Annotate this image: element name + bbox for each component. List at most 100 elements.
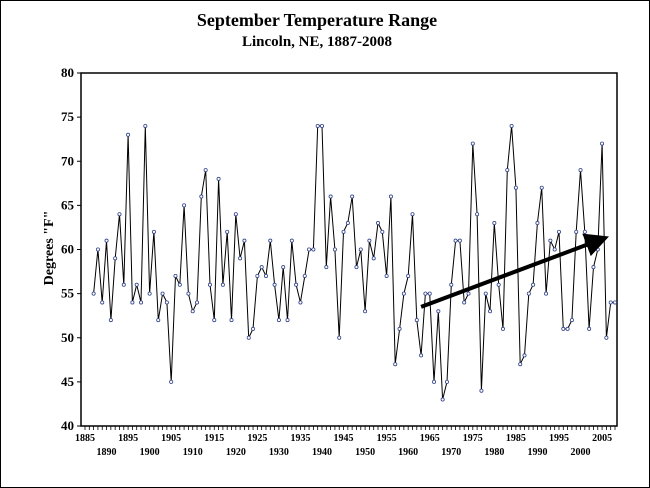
data-point: [565, 326, 570, 331]
data-point: [466, 291, 471, 296]
x-tick-label: 1995: [549, 433, 569, 444]
data-point: [337, 335, 342, 340]
data-point: [518, 362, 523, 367]
data-point: [332, 247, 337, 252]
data-point: [535, 221, 540, 226]
data-point: [345, 221, 350, 226]
y-axis-label: Degrees "F": [42, 211, 57, 286]
data-point: [449, 282, 454, 287]
data-point: [522, 353, 527, 358]
data-point: [104, 238, 109, 243]
data-point: [199, 194, 204, 199]
data-point: [376, 221, 381, 226]
data-point: [95, 247, 100, 252]
x-tick-label: 1945: [334, 433, 354, 444]
data-point: [526, 291, 531, 296]
data-point: [108, 318, 113, 323]
data-point: [401, 291, 406, 296]
x-tick-label: 1930: [269, 447, 289, 458]
data-point: [569, 318, 574, 323]
data-point: [289, 238, 294, 243]
data-point: [393, 362, 398, 367]
data-point: [315, 123, 320, 128]
data-series: [91, 123, 618, 402]
x-tick-label: 1885: [75, 433, 95, 444]
x-tick-label: 1955: [377, 433, 397, 444]
data-point: [470, 141, 475, 146]
chart-subtitle: Lincoln, NE, 1887-2008: [242, 34, 392, 50]
x-tick-label: 1950: [355, 447, 375, 458]
data-point: [613, 300, 618, 305]
data-point: [207, 282, 212, 287]
data-point: [324, 265, 329, 270]
data-point: [186, 291, 191, 296]
x-tick-label: 1990: [527, 447, 547, 458]
data-point: [302, 273, 307, 278]
data-point: [113, 256, 118, 261]
x-tick-label: 1895: [118, 433, 138, 444]
x-tick-label: 1980: [484, 447, 504, 458]
data-point: [462, 300, 467, 305]
data-point: [578, 168, 583, 173]
x-tick-label: 1915: [204, 433, 224, 444]
data-point: [220, 282, 225, 287]
data-point: [259, 265, 264, 270]
data-point: [582, 229, 587, 234]
data-point: [298, 300, 303, 305]
data-point: [500, 326, 505, 331]
data-point: [444, 379, 449, 384]
data-point: [173, 273, 178, 278]
data-point: [556, 229, 561, 234]
data-point: [263, 273, 268, 278]
x-tick-label: 1935: [290, 433, 310, 444]
x-axis: 1885 1895 1905 1915 1925 1935 1945 1955 1965 1975…: [75, 426, 616, 458]
data-point: [492, 221, 497, 226]
data-point: [100, 300, 105, 305]
data-point: [509, 123, 514, 128]
data-point: [272, 282, 277, 287]
data-point: [587, 326, 592, 331]
data-point: [488, 309, 493, 314]
plot-area: [80, 72, 618, 427]
data-point: [233, 212, 238, 217]
data-point: [544, 291, 549, 296]
data-point: [268, 238, 273, 243]
data-point: [388, 194, 393, 199]
data-point: [410, 212, 415, 217]
series-line: [93, 125, 615, 400]
y-tick-label: 55: [61, 286, 75, 301]
y-tick-label: 80: [61, 65, 74, 80]
data-point: [169, 379, 174, 384]
x-tick-label: 1965: [420, 433, 440, 444]
data-point: [436, 309, 441, 314]
data-point: [195, 300, 200, 305]
x-tick-label: 1985: [506, 433, 526, 444]
data-point: [371, 256, 376, 261]
data-point: [358, 247, 363, 252]
data-point: [216, 176, 221, 181]
y-tick-label: 70: [61, 153, 74, 168]
x-tick-label: 2000: [571, 447, 591, 458]
data-point: [397, 326, 402, 331]
data-point: [483, 291, 488, 296]
y-tick-label: 40: [61, 418, 74, 433]
data-point: [156, 318, 161, 323]
data-point: [182, 203, 187, 208]
y-tick-label: 65: [61, 197, 75, 212]
data-point: [591, 265, 596, 270]
data-point: [203, 168, 208, 173]
data-point: [380, 229, 385, 234]
data-point: [276, 318, 281, 323]
data-point: [143, 123, 148, 128]
data-point: [432, 379, 437, 384]
data-point: [367, 238, 372, 243]
data-point: [177, 282, 182, 287]
trend-arrow: [420, 233, 610, 309]
data-point: [548, 238, 553, 243]
data-point: [608, 300, 613, 305]
data-point: [419, 353, 424, 358]
data-point: [281, 265, 286, 270]
data-point: [453, 238, 458, 243]
